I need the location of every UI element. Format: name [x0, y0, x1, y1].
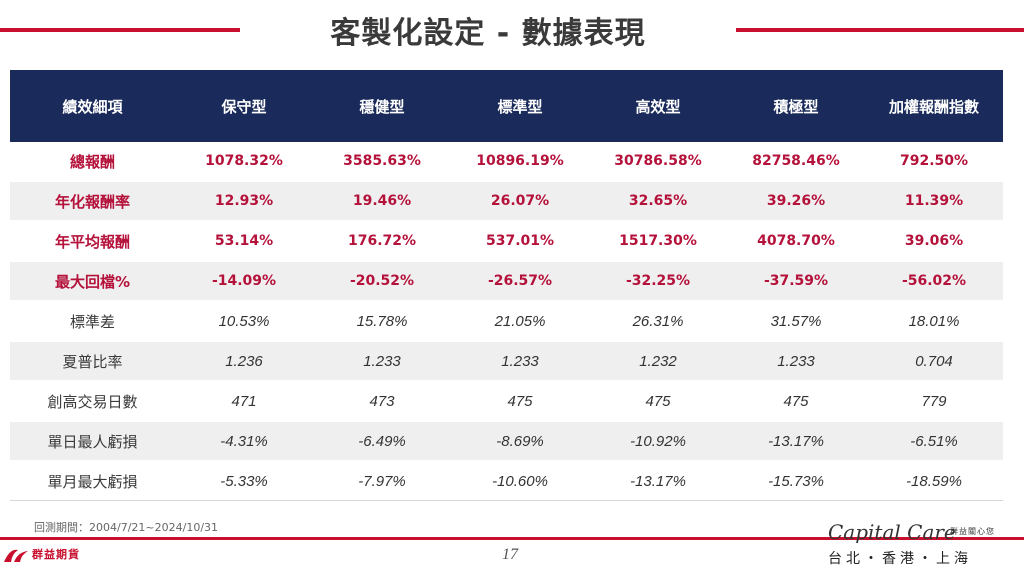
table-cell: -6.51% — [865, 421, 1003, 462]
table-row: 創高交易日數 471 473 475 475 475 779 — [10, 381, 1003, 422]
row-label: 創高交易日數 — [10, 381, 175, 422]
row-label: 最大回檔% — [10, 261, 175, 302]
table-cell: -13.17% — [589, 461, 727, 501]
table-cell: 473 — [313, 381, 451, 422]
table-cell: -20.52% — [313, 261, 451, 302]
table-cell: 471 — [175, 381, 313, 422]
table-cell: 30786.58% — [589, 142, 727, 182]
table-cell: -37.59% — [727, 261, 865, 302]
table-cell: -7.97% — [313, 461, 451, 501]
table-cell: 1517.30% — [589, 221, 727, 262]
table-row: 夏普比率 1.236 1.233 1.233 1.232 1.233 0.704 — [10, 341, 1003, 382]
table-cell: 475 — [589, 381, 727, 422]
table-row: 單日最人虧損 -4.31% -6.49% -8.69% -10.92% -13.… — [10, 421, 1003, 462]
table-cell: 18.01% — [865, 301, 1003, 342]
table-cell: 12.93% — [175, 181, 313, 222]
header-cell-standard: 標準型 — [451, 70, 589, 142]
header-cell-aggressive: 積極型 — [727, 70, 865, 142]
table-cell: 1.236 — [175, 341, 313, 382]
table-cell: 10.53% — [175, 301, 313, 342]
table-cell: 19.46% — [313, 181, 451, 222]
table-cell: -10.60% — [451, 461, 589, 501]
table-cell: -13.17% — [727, 421, 865, 462]
header-cell-efficient: 高效型 — [589, 70, 727, 142]
table-cell: 779 — [865, 381, 1003, 422]
table-row: 年化報酬率 12.93% 19.46% 26.07% 32.65% 39.26%… — [10, 181, 1003, 222]
table-cell: -10.92% — [589, 421, 727, 462]
page-number: 17 — [502, 546, 518, 563]
header-cell-conservative: 保守型 — [175, 70, 313, 142]
table-cell: 1.232 — [589, 341, 727, 382]
brand-name: Capital Care — [828, 520, 956, 544]
table-cell: 26.07% — [451, 181, 589, 222]
table-cell: -14.09% — [175, 261, 313, 302]
table-cell: -18.59% — [865, 461, 1003, 501]
table-row: 標準差 10.53% 15.78% 21.05% 26.31% 31.57% 1… — [10, 301, 1003, 342]
table-cell: 176.72% — [313, 221, 451, 262]
table-cell: -6.49% — [313, 421, 451, 462]
company-logo-icon — [4, 549, 28, 562]
row-label: 標準差 — [10, 301, 175, 342]
table-cell: 32.65% — [589, 181, 727, 222]
table-cell: 53.14% — [175, 221, 313, 262]
table-cell: -4.31% — [175, 421, 313, 462]
table-cell: -26.57% — [451, 261, 589, 302]
backtest-period-note: 回測期間：2004/7/21~2024/10/31 — [34, 521, 219, 534]
table-cell: -32.25% — [589, 261, 727, 302]
footer-divider — [0, 537, 1024, 540]
row-label: 年化報酬率 — [10, 181, 175, 222]
header-cell-steady: 穩健型 — [313, 70, 451, 142]
table-cell: -56.02% — [865, 261, 1003, 302]
table-row: 單月最大虧損 -5.33% -7.97% -10.60% -13.17% -15… — [10, 461, 1003, 501]
table-cell: 1078.32% — [175, 142, 313, 182]
title-divider-right — [736, 28, 1024, 32]
row-label: 單日最人虧損 — [10, 421, 175, 462]
table-cell: -15.73% — [727, 461, 865, 501]
company-logo: 群益期貨 — [2, 546, 122, 565]
table-cell: 792.50% — [865, 142, 1003, 182]
table-cell: -5.33% — [175, 461, 313, 501]
table-cell: 475 — [727, 381, 865, 422]
table-cell: 0.704 — [865, 341, 1003, 382]
row-label: 總報酬 — [10, 142, 175, 182]
table-row: 年平均報酬 53.14% 176.72% 537.01% 1517.30% 40… — [10, 221, 1003, 262]
row-label: 單月最大虧損 — [10, 461, 175, 501]
table-cell: 1.233 — [313, 341, 451, 382]
table-cell: 537.01% — [451, 221, 589, 262]
header-cell-metric: 績效細項 — [10, 70, 175, 142]
company-logo-text: 群益期貨 — [32, 548, 80, 561]
brand-tagline: 群益關心您 — [950, 527, 995, 536]
table-cell: 39.06% — [865, 221, 1003, 262]
table-row: 總報酬 1078.32% 3585.63% 10896.19% 30786.58… — [10, 142, 1003, 182]
table-header-row: 績效細項 保守型 穩健型 標準型 高效型 積極型 加權報酬指數 — [10, 70, 1003, 142]
table-cell: 4078.70% — [727, 221, 865, 262]
table-cell: 21.05% — [451, 301, 589, 342]
table-row: 最大回檔% -14.09% -20.52% -26.57% -32.25% -3… — [10, 261, 1003, 302]
header-cell-weighted-index: 加權報酬指數 — [865, 70, 1003, 142]
table-cell: 11.39% — [865, 181, 1003, 222]
table-cell: 26.31% — [589, 301, 727, 342]
page-title: 客製化設定 - 數據表現 — [330, 16, 646, 51]
brand-cities: 台北・香港・上海 — [828, 551, 972, 567]
row-label: 年平均報酬 — [10, 221, 175, 262]
table-cell: 1.233 — [727, 341, 865, 382]
table-cell: 31.57% — [727, 301, 865, 342]
table-cell: 82758.46% — [727, 142, 865, 182]
table-cell: 10896.19% — [451, 142, 589, 182]
row-label: 夏普比率 — [10, 341, 175, 382]
table-cell: 3585.63% — [313, 142, 451, 182]
table-cell: -8.69% — [451, 421, 589, 462]
table-cell: 15.78% — [313, 301, 451, 342]
table-cell: 475 — [451, 381, 589, 422]
title-divider-left — [0, 28, 240, 32]
table-cell: 39.26% — [727, 181, 865, 222]
table-cell: 1.233 — [451, 341, 589, 382]
performance-table: 績效細項 保守型 穩健型 標準型 高效型 積極型 加權報酬指數 總報酬 1078… — [10, 70, 1003, 501]
brand-block: Capital Care 群益關心您 台北・香港・上海 — [826, 520, 1024, 567]
